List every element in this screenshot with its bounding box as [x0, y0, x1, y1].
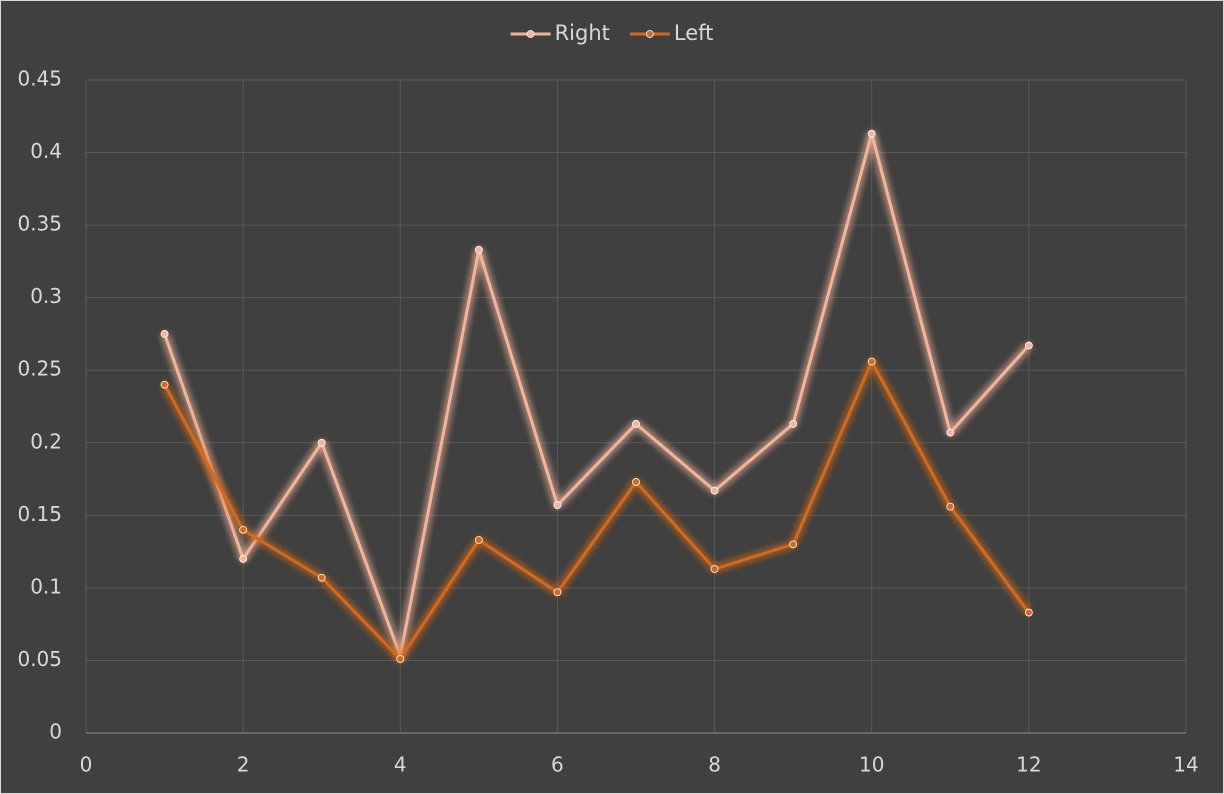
x-tick-label: 6: [551, 753, 564, 777]
y-tick-label: 0.2: [30, 429, 62, 453]
data-point: [867, 357, 876, 366]
data-point: [160, 330, 169, 338]
legend-label: Right: [555, 21, 610, 45]
y-tick-label: 0.4: [30, 139, 62, 163]
data-point: [632, 478, 640, 486]
data-point: [317, 573, 326, 582]
x-tick-label: 12: [1016, 753, 1041, 777]
data-point: [474, 536, 483, 544]
data-point: [946, 502, 955, 511]
data-point: [317, 438, 326, 447]
y-tick-label: 0.25: [17, 357, 62, 381]
data-point: [396, 655, 405, 663]
legend-marker: [645, 30, 654, 38]
y-tick-label: 0.45: [17, 67, 62, 91]
y-tick-label: 0: [49, 720, 62, 744]
legend-item: Left: [629, 21, 714, 45]
data-point: [553, 588, 562, 597]
data-point: [553, 501, 562, 510]
data-point: [789, 420, 798, 428]
data-point: [632, 420, 640, 428]
data-point: [239, 525, 248, 534]
series-line: [163, 132, 1030, 658]
data-point: [160, 380, 169, 389]
y-tick-label: 0.1: [30, 574, 62, 598]
x-tick-label: 10: [859, 753, 884, 777]
legend-label: Left: [674, 21, 714, 45]
x-tick-label: 0: [80, 753, 93, 777]
x-tick-label: 4: [394, 753, 407, 777]
legend: Right Left: [510, 21, 714, 45]
data-point: [710, 486, 719, 495]
x-tick-label: 14: [1173, 753, 1198, 777]
legend-marker: [526, 30, 535, 38]
data-point: [1024, 341, 1033, 350]
y-tick-label: 0.05: [17, 647, 62, 671]
x-tick-label: 2: [237, 753, 250, 777]
data-point: [789, 540, 798, 549]
series-line: [163, 360, 1031, 661]
data-point: [946, 428, 955, 437]
data-point: [474, 245, 483, 254]
data-point: [239, 554, 248, 563]
y-tick-label: 0.15: [17, 502, 62, 526]
x-tick-label: 8: [708, 753, 721, 777]
data-point: [867, 129, 876, 138]
legend-item: Right: [510, 21, 610, 45]
data-point: [1024, 608, 1033, 617]
y-tick-label: 0.3: [30, 284, 62, 308]
y-tick-label: 0.35: [17, 212, 62, 236]
data-point: [710, 565, 719, 573]
